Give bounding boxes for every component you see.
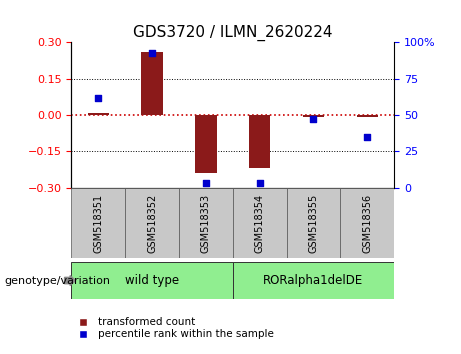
- Bar: [356, 115, 378, 118]
- Bar: [71, 188, 125, 258]
- Bar: [71, 262, 233, 299]
- Bar: [179, 188, 233, 258]
- Point: [364, 134, 371, 139]
- Text: GSM518353: GSM518353: [201, 193, 211, 253]
- Point: [310, 116, 317, 122]
- Point: [148, 50, 156, 56]
- Text: RORalpha1delDE: RORalpha1delDE: [263, 274, 364, 287]
- Bar: [287, 188, 340, 258]
- Point: [95, 95, 102, 101]
- Text: GSM518354: GSM518354: [254, 193, 265, 253]
- Text: wild type: wild type: [125, 274, 179, 287]
- Bar: [340, 188, 394, 258]
- Text: genotype/variation: genotype/variation: [5, 275, 111, 286]
- Bar: [249, 115, 271, 168]
- Text: GSM518356: GSM518356: [362, 193, 372, 253]
- Bar: [233, 262, 394, 299]
- Legend: transformed count, percentile rank within the sample: transformed count, percentile rank withi…: [68, 313, 278, 344]
- Bar: [195, 115, 217, 173]
- Bar: [233, 188, 287, 258]
- Bar: [88, 113, 109, 115]
- Point: [256, 181, 263, 186]
- Title: GDS3720 / ILMN_2620224: GDS3720 / ILMN_2620224: [133, 25, 332, 41]
- Point: [202, 181, 210, 186]
- Text: GSM518355: GSM518355: [308, 193, 319, 253]
- Text: GSM518352: GSM518352: [147, 193, 157, 253]
- Bar: [142, 52, 163, 115]
- Bar: [125, 188, 179, 258]
- Text: GSM518351: GSM518351: [93, 193, 103, 253]
- Bar: [303, 115, 324, 118]
